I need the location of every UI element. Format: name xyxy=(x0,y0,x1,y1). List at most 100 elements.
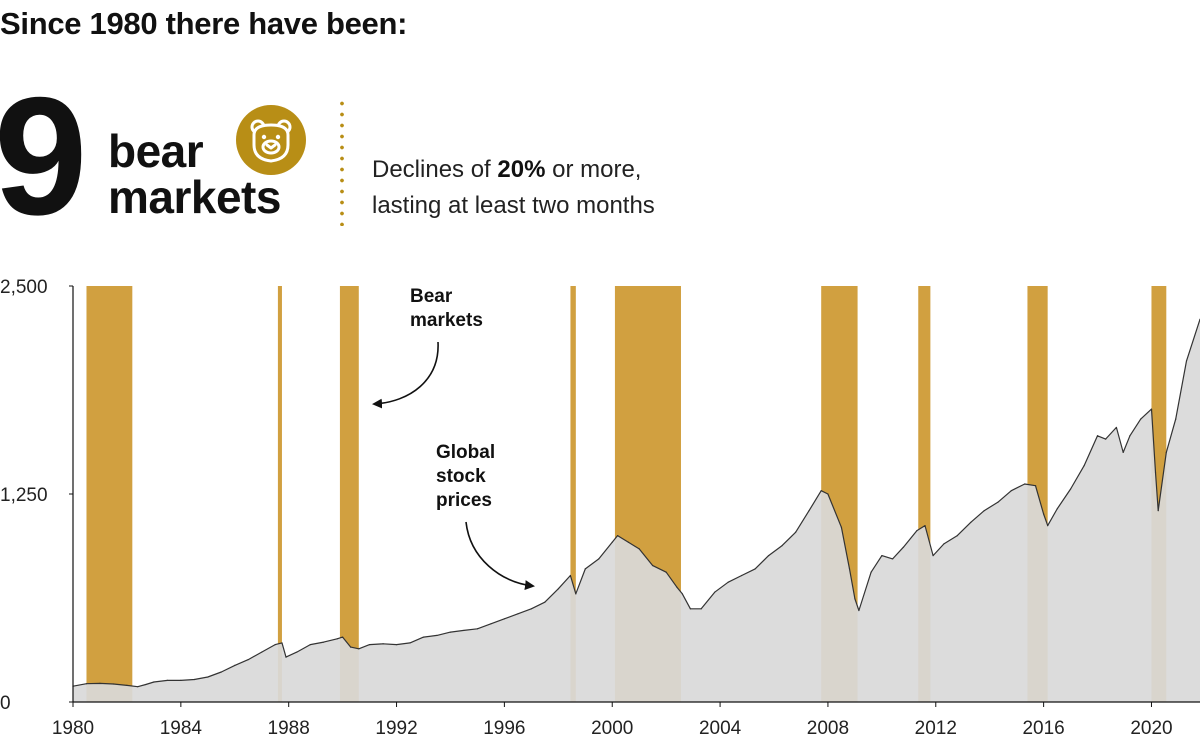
count-label-line1: bear xyxy=(108,125,204,177)
price-point-85 xyxy=(1047,525,1049,527)
price-point-8 xyxy=(166,679,168,681)
price-point-50 xyxy=(665,571,667,573)
y-tick-label: 1,250 xyxy=(0,485,48,506)
price-point-54 xyxy=(700,608,702,610)
bear-markets-annotation-line2: markets xyxy=(410,310,483,331)
price-point-84 xyxy=(1043,513,1045,515)
stock-prices-annotation-label: Global stock prices xyxy=(436,442,500,511)
bear-market-definition: Declines of 20% or more, lasting at leas… xyxy=(372,152,655,224)
x-tick-label: 1992 xyxy=(375,718,417,739)
price-point-79 xyxy=(983,510,985,512)
price-point-20 xyxy=(309,643,311,646)
price-point-32 xyxy=(449,631,452,633)
price-point-41 xyxy=(569,574,572,577)
count-label-line2: markets xyxy=(108,171,281,223)
price-point-91 xyxy=(1115,426,1118,429)
price-point-48 xyxy=(638,548,640,550)
price-point-9 xyxy=(180,679,182,681)
price-point-63 xyxy=(820,490,822,492)
price-point-55 xyxy=(714,591,716,593)
bear-markets-annotation-line1: Bear xyxy=(410,286,453,307)
y-tick-label: 0 xyxy=(0,693,11,714)
price-point-2 xyxy=(99,682,101,684)
x-tick-label: 1988 xyxy=(268,718,310,739)
definition-threshold: 20% xyxy=(497,156,546,183)
price-point-80 xyxy=(997,501,999,503)
price-point-76 xyxy=(943,543,945,545)
price-point-69 xyxy=(870,571,872,573)
price-point-98 xyxy=(1165,451,1167,453)
definition-line-1: Declines of 20% or more, xyxy=(372,152,655,188)
chart-annotations: Bear markets Global stock prices xyxy=(372,286,535,590)
page-title: Since 1980 there have been: xyxy=(0,6,408,41)
price-point-40 xyxy=(557,588,559,590)
price-point-81 xyxy=(1010,490,1012,492)
price-point-16 xyxy=(274,643,276,646)
stock-price-area xyxy=(73,319,1200,702)
price-point-4 xyxy=(126,684,128,686)
bear-market-band-3 xyxy=(339,286,359,702)
price-point-21 xyxy=(323,641,325,643)
price-point-95 xyxy=(1150,408,1153,410)
stock-prices-annotation-line3: prices xyxy=(436,490,492,511)
price-point-46 xyxy=(617,535,619,537)
price-point-11 xyxy=(207,676,209,678)
price-point-82 xyxy=(1024,483,1026,485)
bear-market-count: 9 xyxy=(0,62,87,250)
x-tick-label: 1984 xyxy=(160,718,203,739)
price-point-25 xyxy=(358,648,360,650)
price-point-66 xyxy=(848,568,851,570)
price-point-44 xyxy=(598,558,600,560)
price-point-64 xyxy=(827,493,829,495)
price-point-17 xyxy=(281,642,283,644)
price-point-97 xyxy=(1157,510,1159,512)
price-point-39 xyxy=(544,601,546,603)
price-point-99 xyxy=(1175,418,1177,420)
count-label: bear markets xyxy=(108,128,281,220)
price-point-72 xyxy=(902,546,905,548)
price-point-3 xyxy=(112,683,115,685)
price-point-62 xyxy=(808,510,810,512)
price-point-43 xyxy=(584,568,586,570)
price-point-77 xyxy=(956,535,958,537)
price-point-70 xyxy=(881,554,883,557)
price-point-34 xyxy=(476,628,479,630)
price-point-73 xyxy=(916,530,918,532)
bear-market-band-4 xyxy=(570,286,576,702)
price-point-24 xyxy=(350,646,352,648)
price-point-87 xyxy=(1069,488,1072,490)
price-point-51 xyxy=(676,586,678,588)
stock-prices-annotation-line2: stock xyxy=(436,466,486,487)
x-tick-label: 1980 xyxy=(52,718,94,739)
price-point-5 xyxy=(137,686,139,688)
price-point-68 xyxy=(858,609,860,612)
stock-prices-annotation-line1: Global xyxy=(436,442,495,463)
price-point-45 xyxy=(611,541,613,543)
price-point-29 xyxy=(409,642,411,644)
x-tick-label: 2004 xyxy=(699,718,742,739)
price-point-53 xyxy=(689,608,692,610)
price-point-71 xyxy=(892,558,894,560)
price-point-83 xyxy=(1034,485,1037,487)
x-tick-label: 2020 xyxy=(1130,718,1172,739)
price-point-23 xyxy=(342,636,344,638)
price-point-52 xyxy=(681,593,683,595)
price-point-100 xyxy=(1185,360,1188,362)
price-point-58 xyxy=(754,568,756,570)
price-point-86 xyxy=(1056,508,1058,510)
price-point-10 xyxy=(193,678,195,681)
price-point-7 xyxy=(153,681,155,683)
price-point-78 xyxy=(970,521,972,523)
x-tick-label: 2012 xyxy=(915,718,957,739)
price-point-96 xyxy=(1154,471,1157,473)
price-point-56 xyxy=(727,581,729,583)
chart-axes: 0 1,250 2,500 1980 1984 1988 1992 1996 2000 2004 2… xyxy=(0,277,1200,739)
price-point-59 xyxy=(768,554,770,557)
stock-prices-arrow xyxy=(465,521,535,590)
price-point-57 xyxy=(741,574,743,577)
definition-prefix: Declines of xyxy=(372,156,498,183)
price-point-94 xyxy=(1140,418,1142,420)
price-point-18 xyxy=(285,656,287,658)
price-point-88 xyxy=(1083,465,1085,467)
price-point-37 xyxy=(517,613,519,615)
